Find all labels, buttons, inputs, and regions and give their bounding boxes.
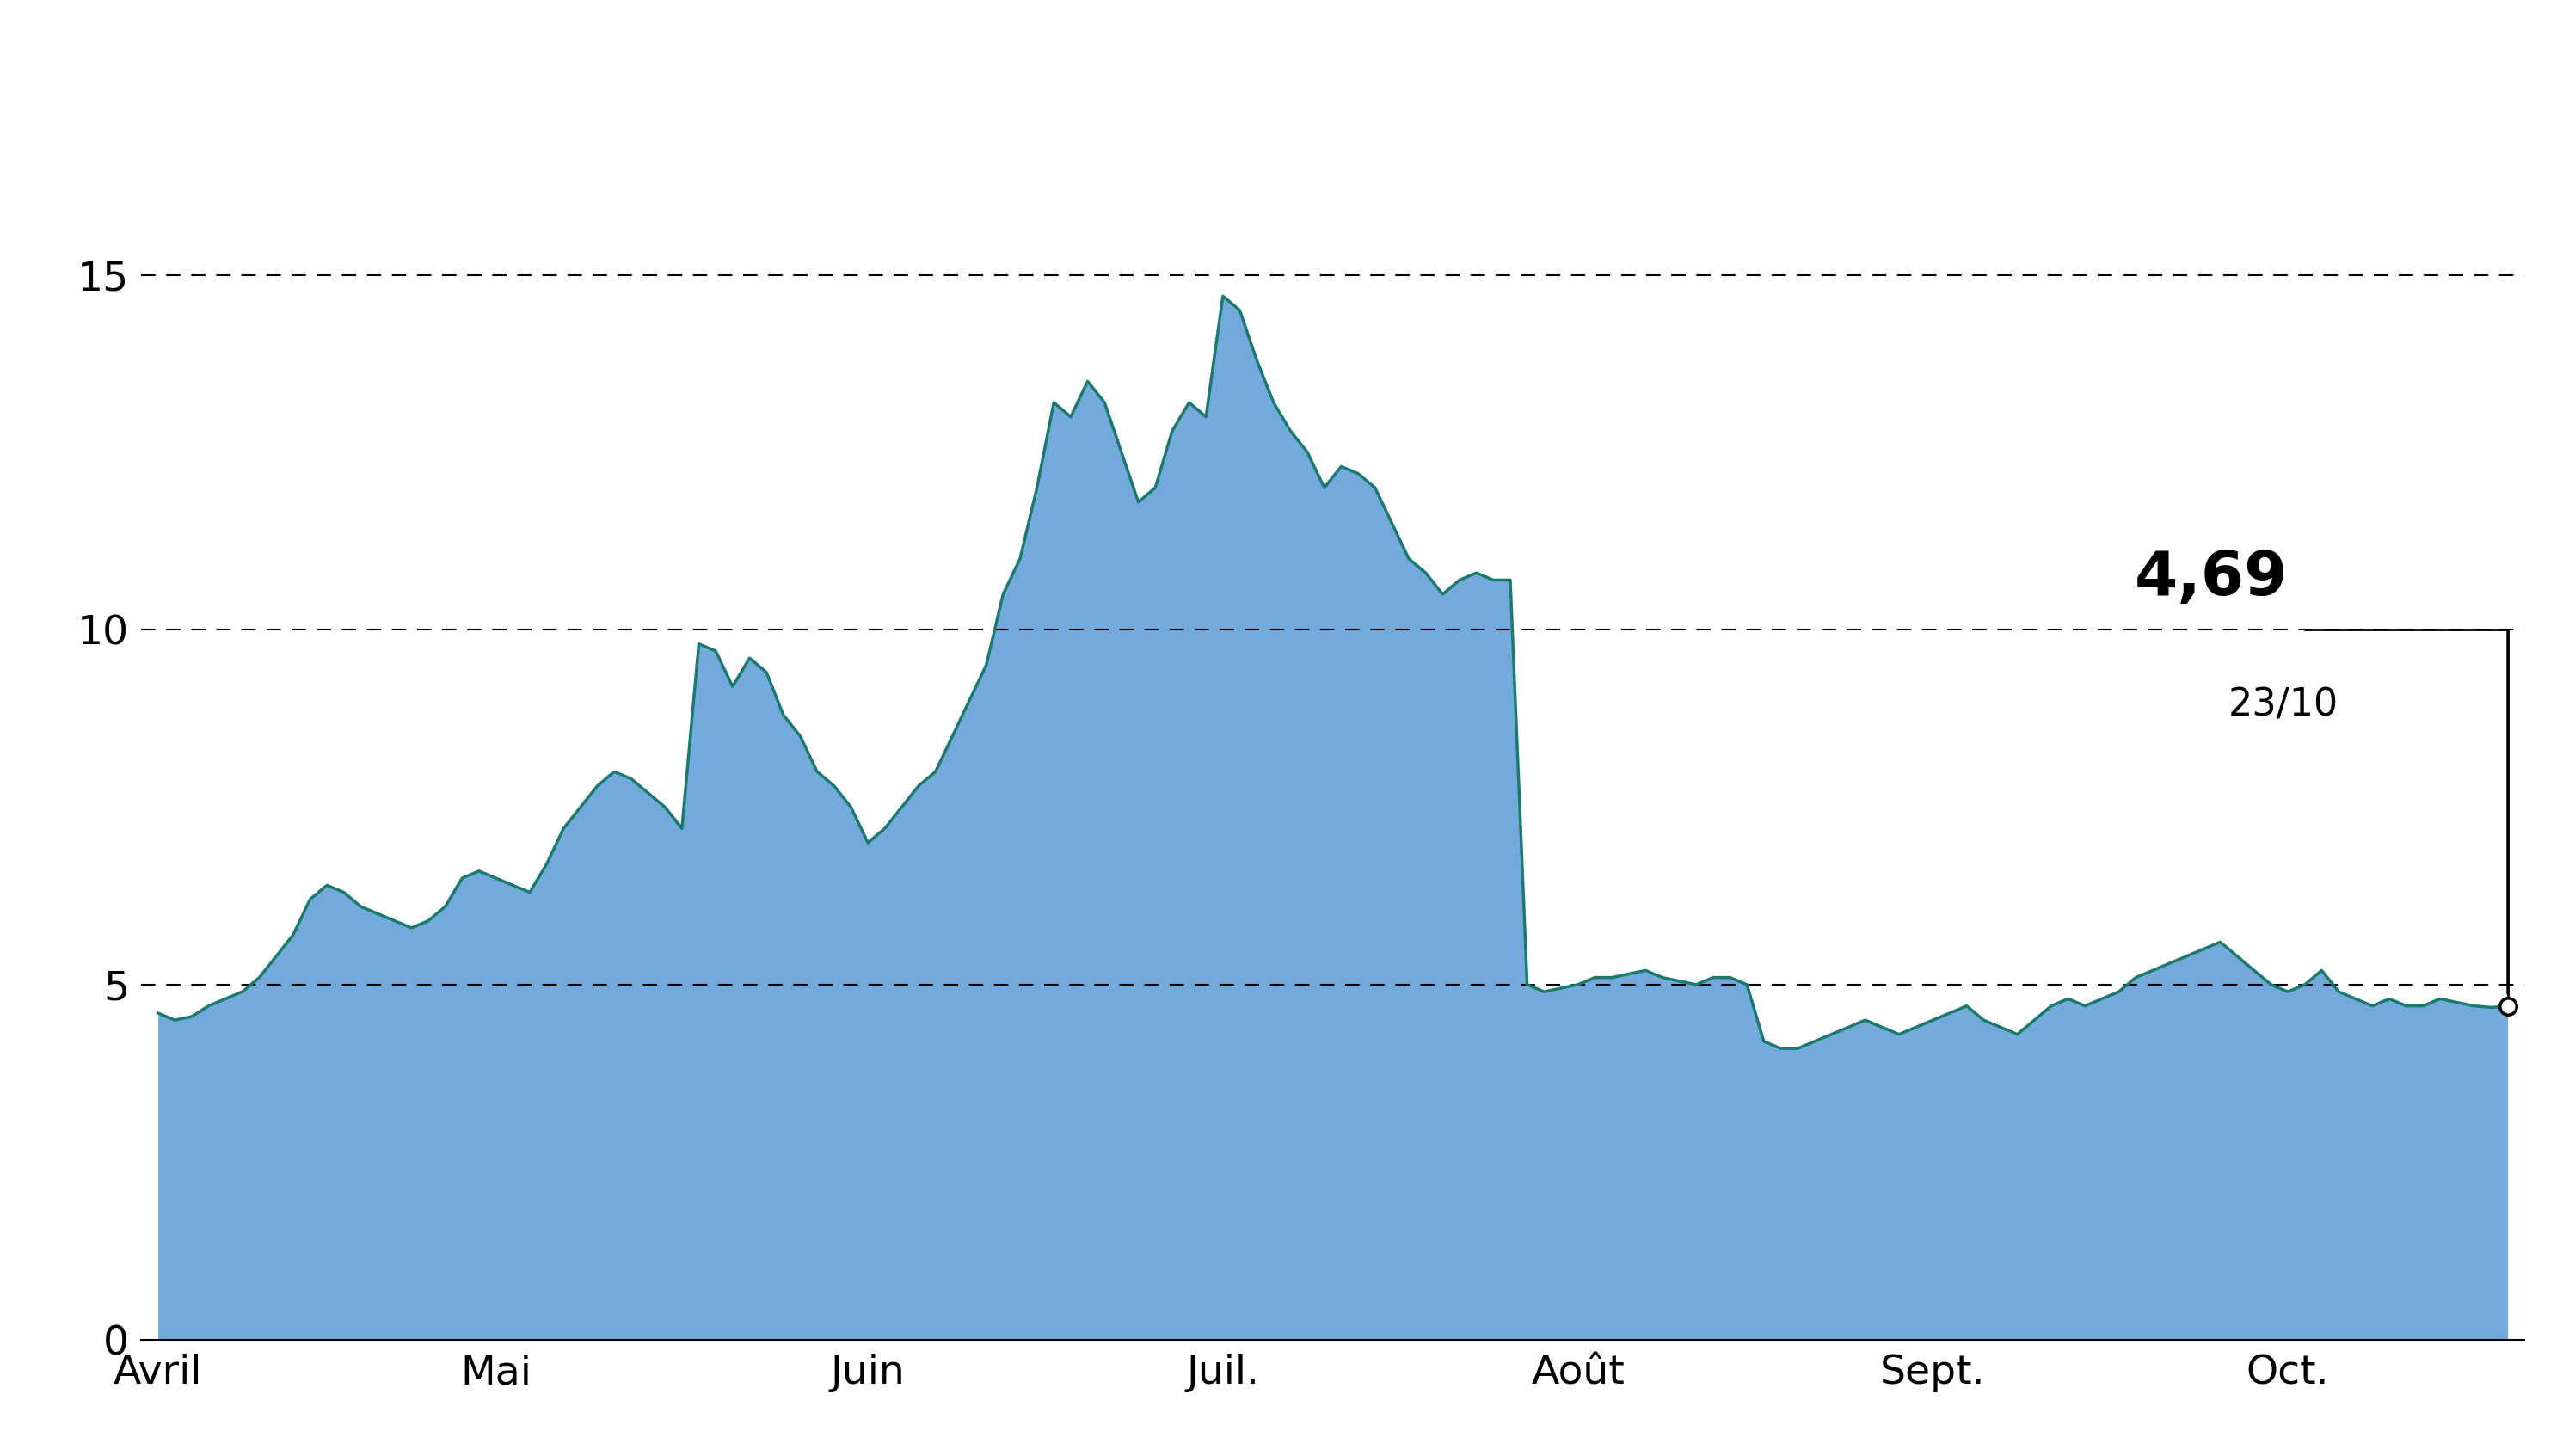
Text: 23/10: 23/10 bbox=[2227, 687, 2337, 724]
Text: Jumia Technologies AG: Jumia Technologies AG bbox=[810, 51, 1753, 124]
Text: 4,69: 4,69 bbox=[2135, 549, 2289, 609]
